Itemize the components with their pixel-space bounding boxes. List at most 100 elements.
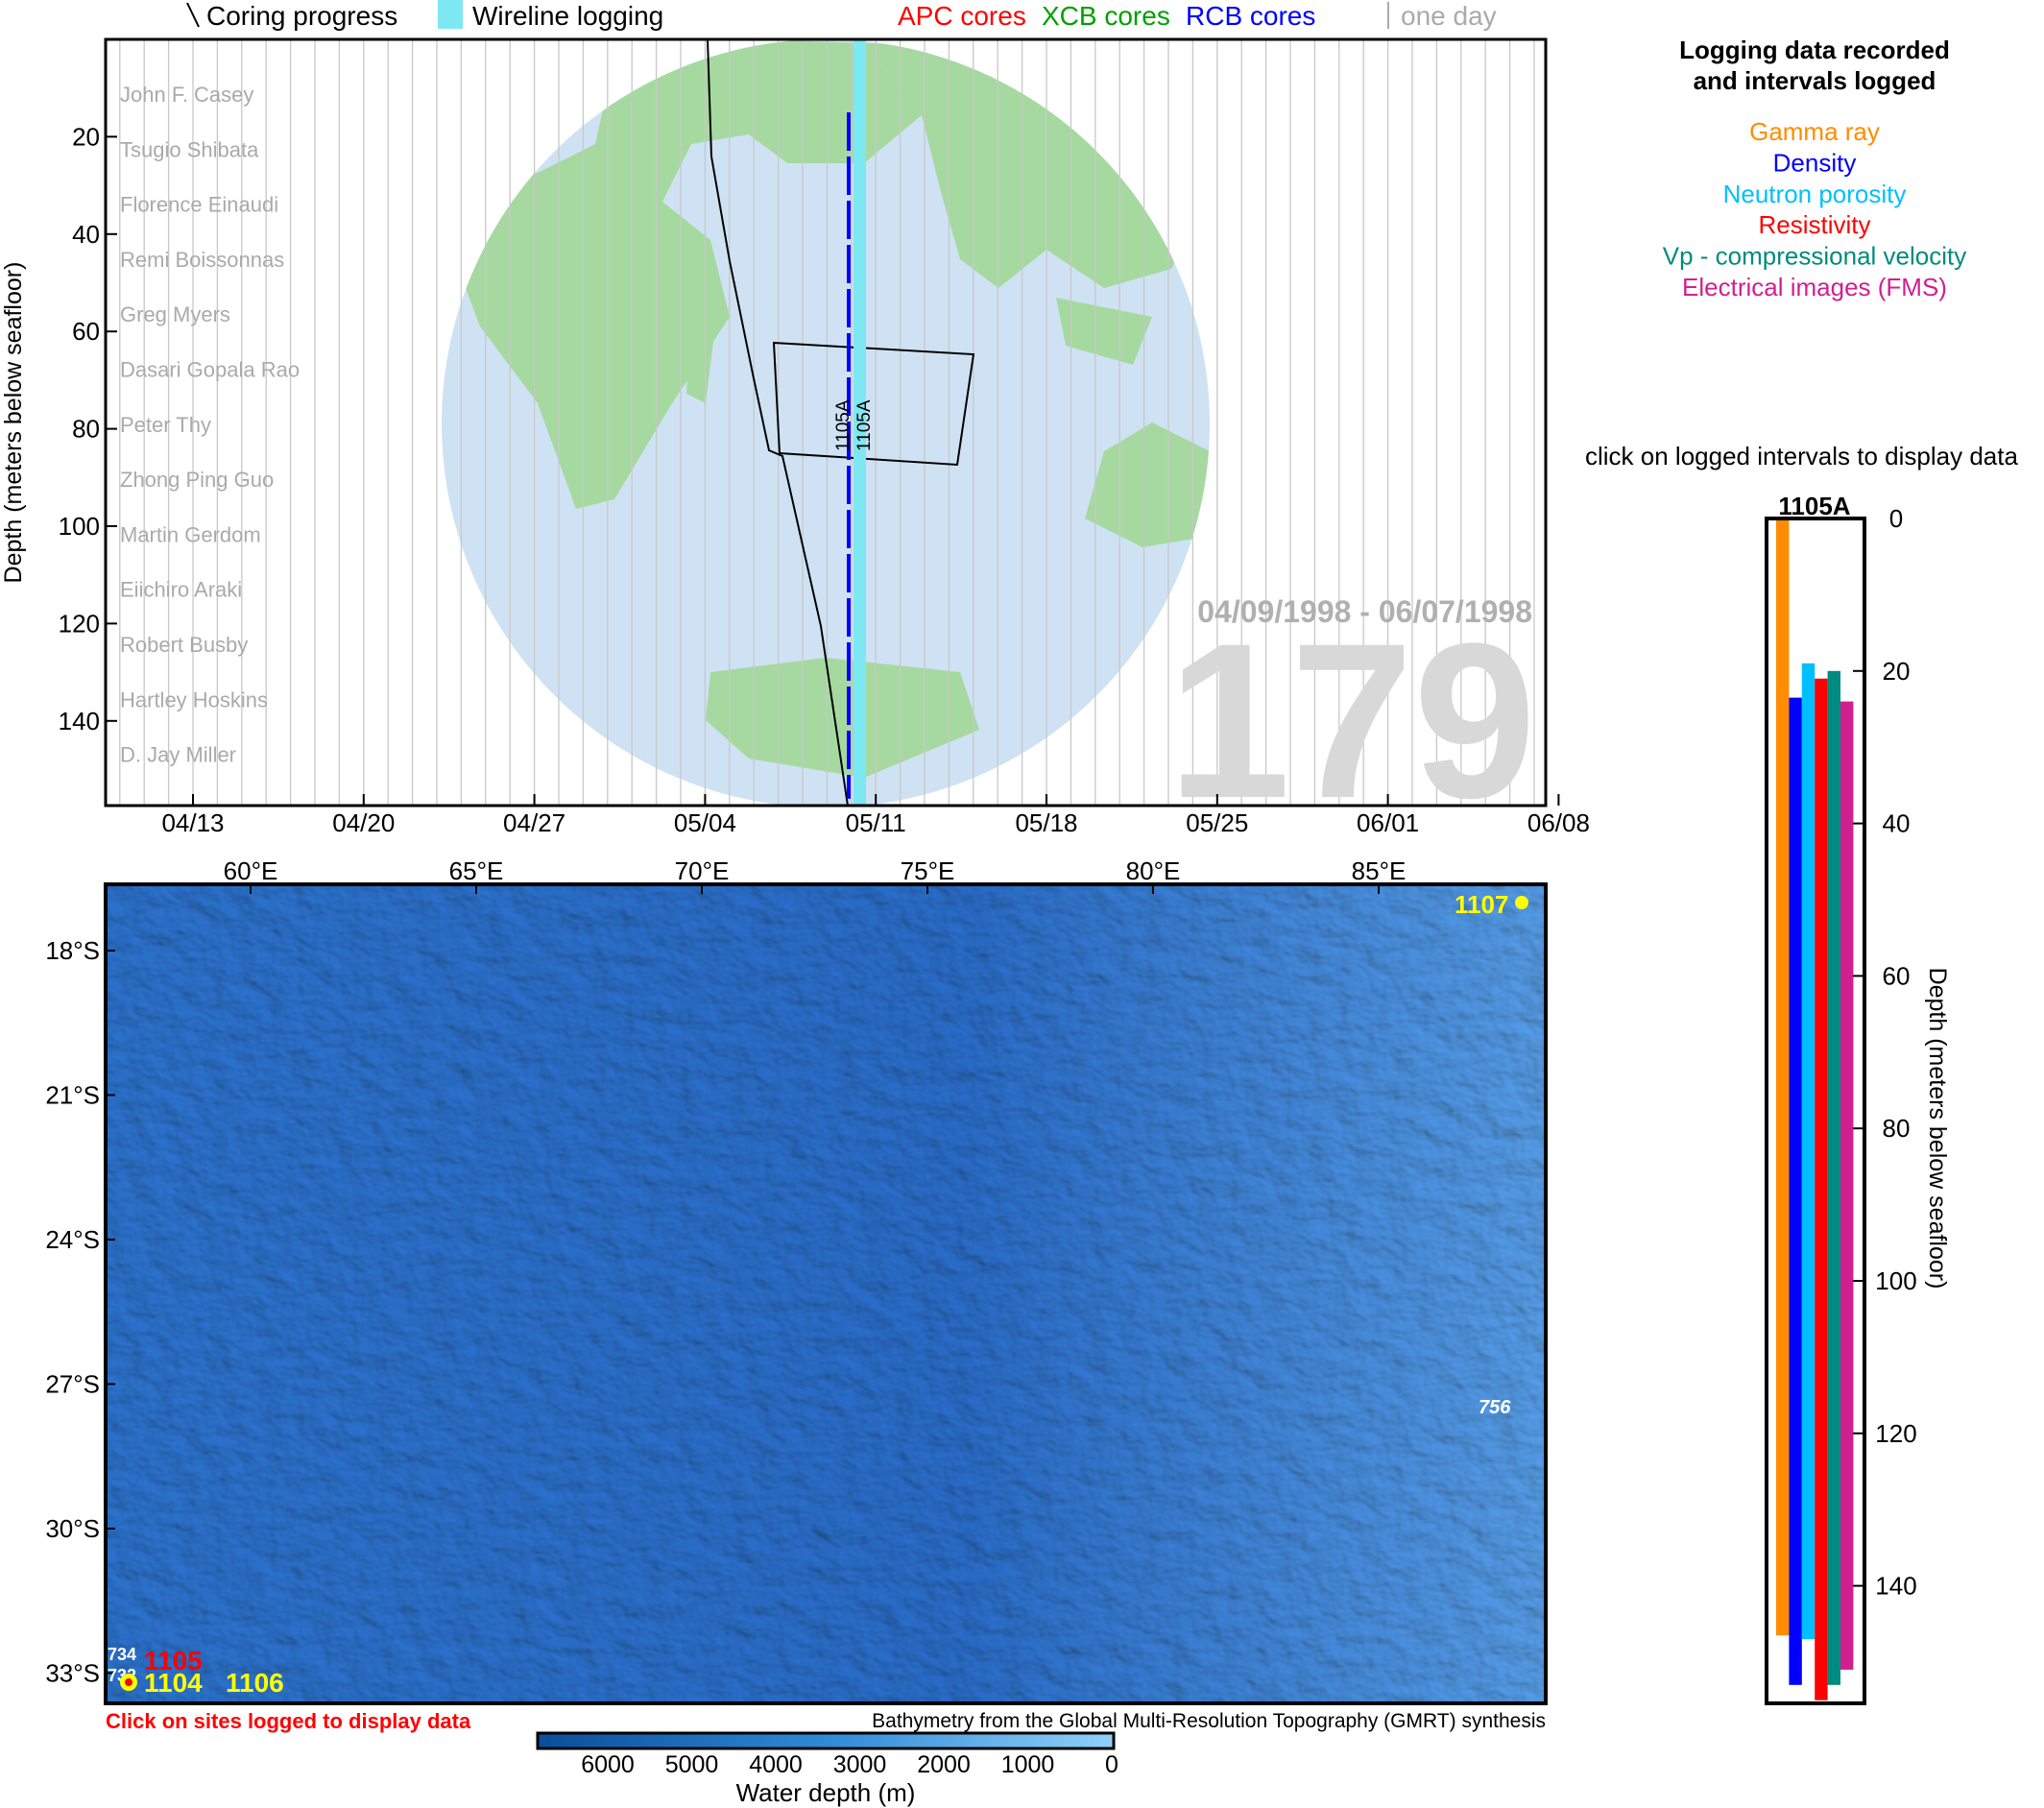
lon-tick-label: 60°E [224,856,278,885]
click-sites-note: Click on sites logged to display data [106,1709,471,1733]
date-tick-label: 06/08 [1527,808,1590,837]
scientist-name: D. Jay Miller [120,743,236,767]
logging-frame [1765,517,1866,1705]
logging-depth-tick-label: 100 [1875,1266,1916,1295]
colorbar-tick-label: 0 [1105,1751,1118,1778]
lat-tick-label: 27°S [45,1370,100,1399]
site-marker-1105-center [125,1678,132,1686]
scientist-name: Robert Busby [120,633,248,657]
leg-number: 179 [1167,597,1536,844]
logging-panel: Logging data recorded and intervals logg… [1585,36,2018,1705]
top-legend: Coring progress Wireline logging APC cor… [186,0,1497,31]
wireline-label: Wireline logging [472,1,663,31]
coring-progress-swatch [186,2,200,28]
map-axes: 60°E 65°E 70°E 75°E 80°E 85°E 18°S 21°S 24°S 27°S… [45,856,1406,1688]
site-label-1105[interactable]: 1105 [144,1646,203,1675]
lat-tick-label: 33°S [45,1659,100,1688]
scientist-name: Tsugio Shibata [120,137,259,161]
lat-tick-label: 18°S [45,936,100,965]
scientist-name: Remi Boissonnas [120,248,284,272]
site-label-1104[interactable]: 1104 [144,1668,203,1698]
logging-instruction: click on logged intervals to display dat… [1585,442,2018,470]
date-tick-label: 04/27 [503,808,565,837]
coring-progress-label: Coring progress [206,1,397,31]
logging-depth-tick-label: 120 [1875,1419,1916,1448]
lat-tick-label: 24°S [45,1225,100,1254]
map-extent-box [772,341,975,467]
scientist-name: John F. Casey [120,83,253,107]
wireline-logging-band[interactable] [854,39,866,806]
logging-ylabel: Depth (meters below seafloor) [1924,968,1951,1290]
depth-tick-label: 80 [72,415,100,444]
depth-tick-label: 100 [59,512,100,541]
scientist-name: Florence Einaudi [120,193,278,217]
logging-depth-axis: 0 20 40 60 80 100 120 140 [1853,504,1917,1601]
colorbar-label: Water depth (m) [736,1778,916,1807]
scientist-name: Eiichiro Araki [120,578,242,602]
depth-colorbar [536,1731,1116,1750]
bathymetry-map: 60°E 65°E 70°E 75°E 80°E 85°E 18°S 21°S 24°S 27°S… [45,856,1548,1807]
colorbar-tick-label: 4000 [749,1751,803,1778]
lon-tick-label: 85°E [1352,856,1407,885]
depth-tick-label: 20 [72,122,100,151]
lat-tick-label: 30°S [45,1514,100,1543]
site-label-1107[interactable]: 1107 [1455,890,1508,919]
timeline-frame [104,37,1548,808]
timeline-ylabel: Depth (meters below seafloor) [0,262,27,584]
leg-dates: 04/09/1998 - 06/07/1998 [1197,594,1532,629]
logging-type-density: Density [1773,148,1857,177]
site-label-756: 756 [1479,1397,1511,1418]
colorbar-tick-label: 5000 [665,1751,719,1778]
site-marker-1107[interactable] [1515,896,1528,909]
logging-title-line1: Logging data recorded [1679,36,1950,64]
site-label-734: 734 [108,1645,136,1664]
bathymetry-credit: Bathymetry from the Global Multi-Resolut… [872,1710,1546,1732]
logging-type-vp: Vp - compressional velocity [1663,242,1966,271]
logged-interval-neutron[interactable] [1801,663,1816,1640]
lon-tick-label: 65°E [449,856,504,885]
logged-interval-resistivity[interactable] [1815,678,1828,1700]
date-tick-label: 05/04 [674,808,736,837]
one-day-label: one day [1401,1,1497,31]
logged-interval-gamma[interactable] [1776,518,1790,1636]
logging-interval-bars [1776,518,1854,1700]
lon-tick-label: 70°E [675,856,730,885]
scientist-list: John F. Casey Tsugio Shibata Florence Eina… [120,83,300,767]
wireline-swatch [438,0,463,29]
date-tick-label: 04/13 [161,808,224,837]
scientist-name: Peter Thy [120,413,211,437]
logging-depth-tick-label: 40 [1883,809,1911,838]
depth-tick-label: 140 [59,707,100,735]
colorbar-tick-label: 3000 [833,1751,887,1778]
lon-tick-label: 80°E [1126,856,1181,885]
logging-title-line2: and intervals logged [1694,66,1936,95]
hole-label-logging: 1105A [854,399,875,451]
xcb-label: XCB cores [1042,1,1170,31]
day-gridlines [119,39,1535,806]
rcb-label: RCB cores [1186,1,1315,31]
coring-progress-line [707,39,849,806]
colorbar-tick-label: 2000 [917,1751,971,1778]
logging-depth-tick-label: 60 [1883,961,1911,990]
logging-type-neutron: Neutron porosity [1723,180,1907,208]
logging-type-resistivity: Resistivity [1758,210,1870,239]
timeline-plot: 179 04/09/1998 - 06/07/1998 1105A 1105A … [0,37,1590,844]
logged-interval-density[interactable] [1789,697,1802,1685]
lat-tick-label: 21°S [45,1081,100,1110]
bathymetry-relief [106,884,1546,1703]
map-frame [104,882,1548,1705]
scientist-name: Dasari Gopala Rao [120,358,300,382]
depth-tick-label: 120 [59,609,100,638]
logged-interval-vp[interactable] [1827,670,1840,1685]
timeline-axes: 20 40 60 80 100 120 140 04/13 04/20 04/27 05/04 05/… [59,122,1590,837]
logging-type-gamma: Gamma ray [1749,117,1880,146]
site-label-1106[interactable]: 1106 [226,1668,284,1698]
date-tick-label: 05/18 [1015,808,1077,837]
scientist-name: Hartley Hoskins [120,687,268,711]
colorbar-tick-label: 1000 [1001,1751,1055,1778]
logged-interval-electrical[interactable] [1840,701,1854,1670]
lon-tick-label: 75°E [901,856,955,885]
date-tick-label: 06/01 [1357,808,1419,837]
